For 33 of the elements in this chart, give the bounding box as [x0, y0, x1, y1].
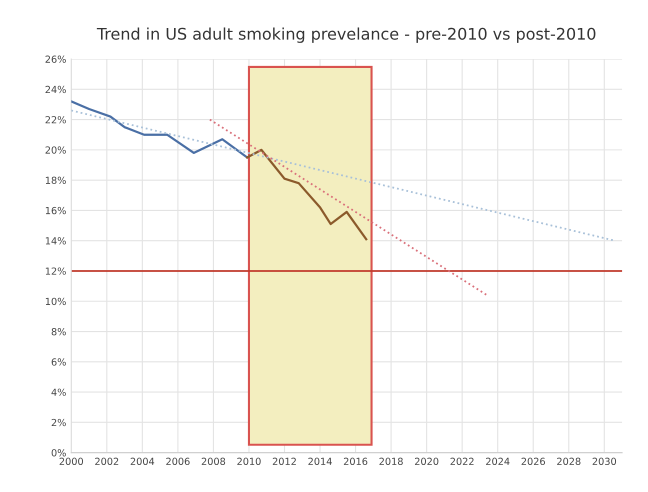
y-tick-label: 26% [46, 56, 66, 63]
y-tick-label: 14% [46, 237, 66, 245]
x-tick-label: 2024 [486, 458, 510, 466]
y-tick-label: 12% [46, 267, 66, 275]
x-tick-label: 2008 [202, 458, 226, 466]
x-tick-label: 2018 [379, 458, 403, 466]
x-tick-label: 2028 [557, 458, 580, 466]
y-tick-label: 8% [52, 328, 66, 336]
y-tick-label: 0% [52, 449, 66, 456]
x-tick-label: 2010 [237, 458, 261, 466]
y-tick-label: 20% [46, 146, 66, 154]
y-tick-label: 10% [46, 298, 66, 306]
chart-title: Trend in US adult smoking prevelance - pre-2010 vs post-2010 [96, 27, 596, 43]
y-tick-label: 6% [52, 358, 66, 366]
x-tick-label: 2004 [130, 458, 154, 466]
x-tick-label: 2026 [522, 458, 545, 466]
x-tick-label: 2014 [308, 458, 332, 466]
x-tick-label: 2020 [414, 458, 438, 466]
y-tick-label: 22% [46, 116, 66, 124]
x-tick-label: 2022 [450, 458, 474, 466]
x-tick-label: 2030 [592, 458, 616, 466]
y-tick-label: 24% [46, 86, 66, 94]
y-tick-label: 2% [52, 418, 66, 426]
x-tick-label: 2000 [60, 458, 84, 466]
y-tick-label: 16% [46, 206, 66, 214]
x-tick-label: 2012 [272, 458, 296, 466]
line-series [246, 148, 368, 240]
x-tick-label: 2002 [95, 458, 118, 466]
x-tick-label: 2006 [166, 458, 190, 466]
x-tick-label: 2016 [344, 458, 368, 466]
line-series [71, 100, 248, 159]
y-tick-label: 4% [51, 388, 66, 396]
y-tick-label: 18% [46, 176, 66, 184]
